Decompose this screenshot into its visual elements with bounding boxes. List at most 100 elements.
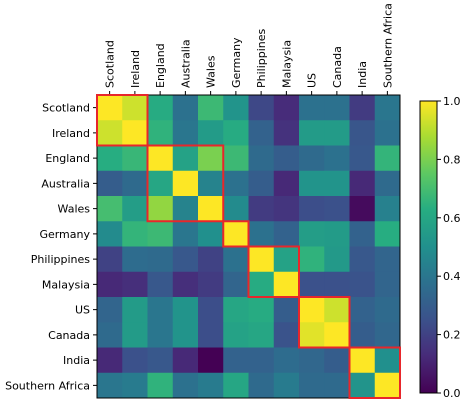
heatmap-cell [223, 297, 249, 323]
heatmap-cell [273, 246, 300, 273]
cluster-boxes [96, 94, 401, 399]
heatmap-cell [374, 271, 401, 298]
heatmap-cell [147, 271, 174, 298]
heatmap-cell [147, 196, 174, 222]
heatmap-cell [97, 271, 123, 298]
heatmap-cell [248, 95, 275, 121]
heatmap-cell [324, 95, 350, 121]
heatmap-cell [299, 297, 325, 323]
heatmap-cell [223, 170, 249, 197]
heatmap-cell [97, 221, 123, 247]
heatmap-cell [299, 221, 325, 247]
heatmap-cell [198, 246, 224, 273]
heatmap-cell [223, 372, 249, 399]
heatmap-cell [122, 372, 148, 399]
heatmap-cell [248, 322, 275, 348]
heatmap-cell [273, 120, 300, 146]
x-tick-label: Australia [179, 39, 192, 88]
y-tick-label: Germany [39, 228, 90, 241]
heatmap-cell [223, 322, 249, 348]
heatmap-cell [198, 120, 224, 146]
heatmap-cell [273, 271, 300, 298]
heatmap-cell [324, 120, 350, 146]
heatmap-cell [223, 347, 249, 374]
heatmap-cell [349, 322, 376, 348]
heatmap-cell [248, 297, 275, 323]
colorbar: 0.0 0.2 0.4 0.6 0.8 1.0 [419, 95, 460, 400]
x-tick-label: Philippines [255, 28, 268, 88]
heatmap-cell [248, 196, 275, 222]
heatmap-cell [223, 120, 249, 146]
heatmap-cell [147, 347, 174, 374]
y-tick-label: Canada [48, 329, 90, 342]
heatmap-cell [147, 246, 174, 273]
heatmap-cell [248, 372, 275, 399]
heatmap-cell [299, 372, 325, 399]
heatmap-cell [374, 95, 401, 121]
heatmap-cell [324, 372, 350, 399]
heatmap-cell [223, 145, 249, 172]
heatmap-cell [198, 145, 224, 172]
heatmap-cell [223, 246, 249, 273]
y-axis-tick-labels: Scotland Ireland England Australia Wales Germ… [5, 102, 97, 392]
heatmap-cell [122, 120, 148, 146]
heatmap-cell [122, 145, 148, 172]
heatmap-cell [248, 221, 275, 247]
heatmap-cell [122, 322, 148, 348]
heatmap-cell [172, 196, 199, 222]
heatmap-cell [273, 347, 300, 374]
heatmap-cell [147, 170, 174, 197]
heatmap-cell [172, 271, 199, 298]
heatmap-cell [349, 271, 376, 298]
heatmap-cell [97, 196, 123, 222]
heatmap-cell [198, 95, 224, 121]
heatmap-cell [299, 246, 325, 273]
y-tick-label: England [45, 152, 90, 165]
heatmap-cell [172, 95, 199, 121]
heatmap-cell [299, 196, 325, 222]
heatmap-cell [273, 322, 300, 348]
heatmap-cell [324, 246, 350, 273]
heatmap-cell [324, 170, 350, 197]
heatmap-cell [324, 271, 350, 298]
heatmap-cell [273, 221, 300, 247]
x-tick-label: Wales [205, 55, 218, 88]
heatmap-cell [198, 322, 224, 348]
heatmap-cell [147, 322, 174, 348]
heatmap-cell [198, 347, 224, 374]
y-tick-label: Southern Africa [5, 379, 90, 392]
heatmap-cell [97, 372, 123, 399]
heatmap-cell [374, 145, 401, 172]
heatmap-cell [299, 170, 325, 197]
heatmap-cell [374, 372, 401, 399]
colorbar-gradient [419, 100, 438, 394]
heatmap-cell [248, 120, 275, 146]
colorbar-tick-label: 0.2 [443, 329, 460, 342]
heatmap-cell [374, 347, 401, 374]
heatmap-cell [374, 120, 401, 146]
y-tick-label: Wales [58, 203, 91, 216]
heatmap-cell [198, 221, 224, 247]
colorbar-tick-label: 0.4 [443, 270, 460, 283]
heatmap-cell [349, 145, 376, 172]
heatmap-cell [97, 95, 123, 121]
heatmap-cell [248, 271, 275, 298]
cluster-box [222, 220, 250, 248]
heatmap-cell [198, 271, 224, 298]
heatmap-cell [97, 170, 123, 197]
heatmap-cell [97, 297, 123, 323]
heatmap-cell [324, 145, 350, 172]
heatmap-cell [147, 221, 174, 247]
heatmap-cell [97, 145, 123, 172]
y-tick-label: Australia [41, 177, 90, 190]
heatmap-cell [223, 221, 249, 247]
heatmap-cell [147, 120, 174, 146]
x-tick-label: Southern Africa [381, 3, 394, 88]
heatmap-cell [299, 347, 325, 374]
x-tick-label: India [356, 61, 369, 88]
heatmap-cell [147, 297, 174, 323]
heatmap-cell [248, 246, 275, 273]
y-tick-label: US [75, 304, 90, 317]
heatmap-cell [223, 271, 249, 298]
heatmap-cell [248, 170, 275, 197]
